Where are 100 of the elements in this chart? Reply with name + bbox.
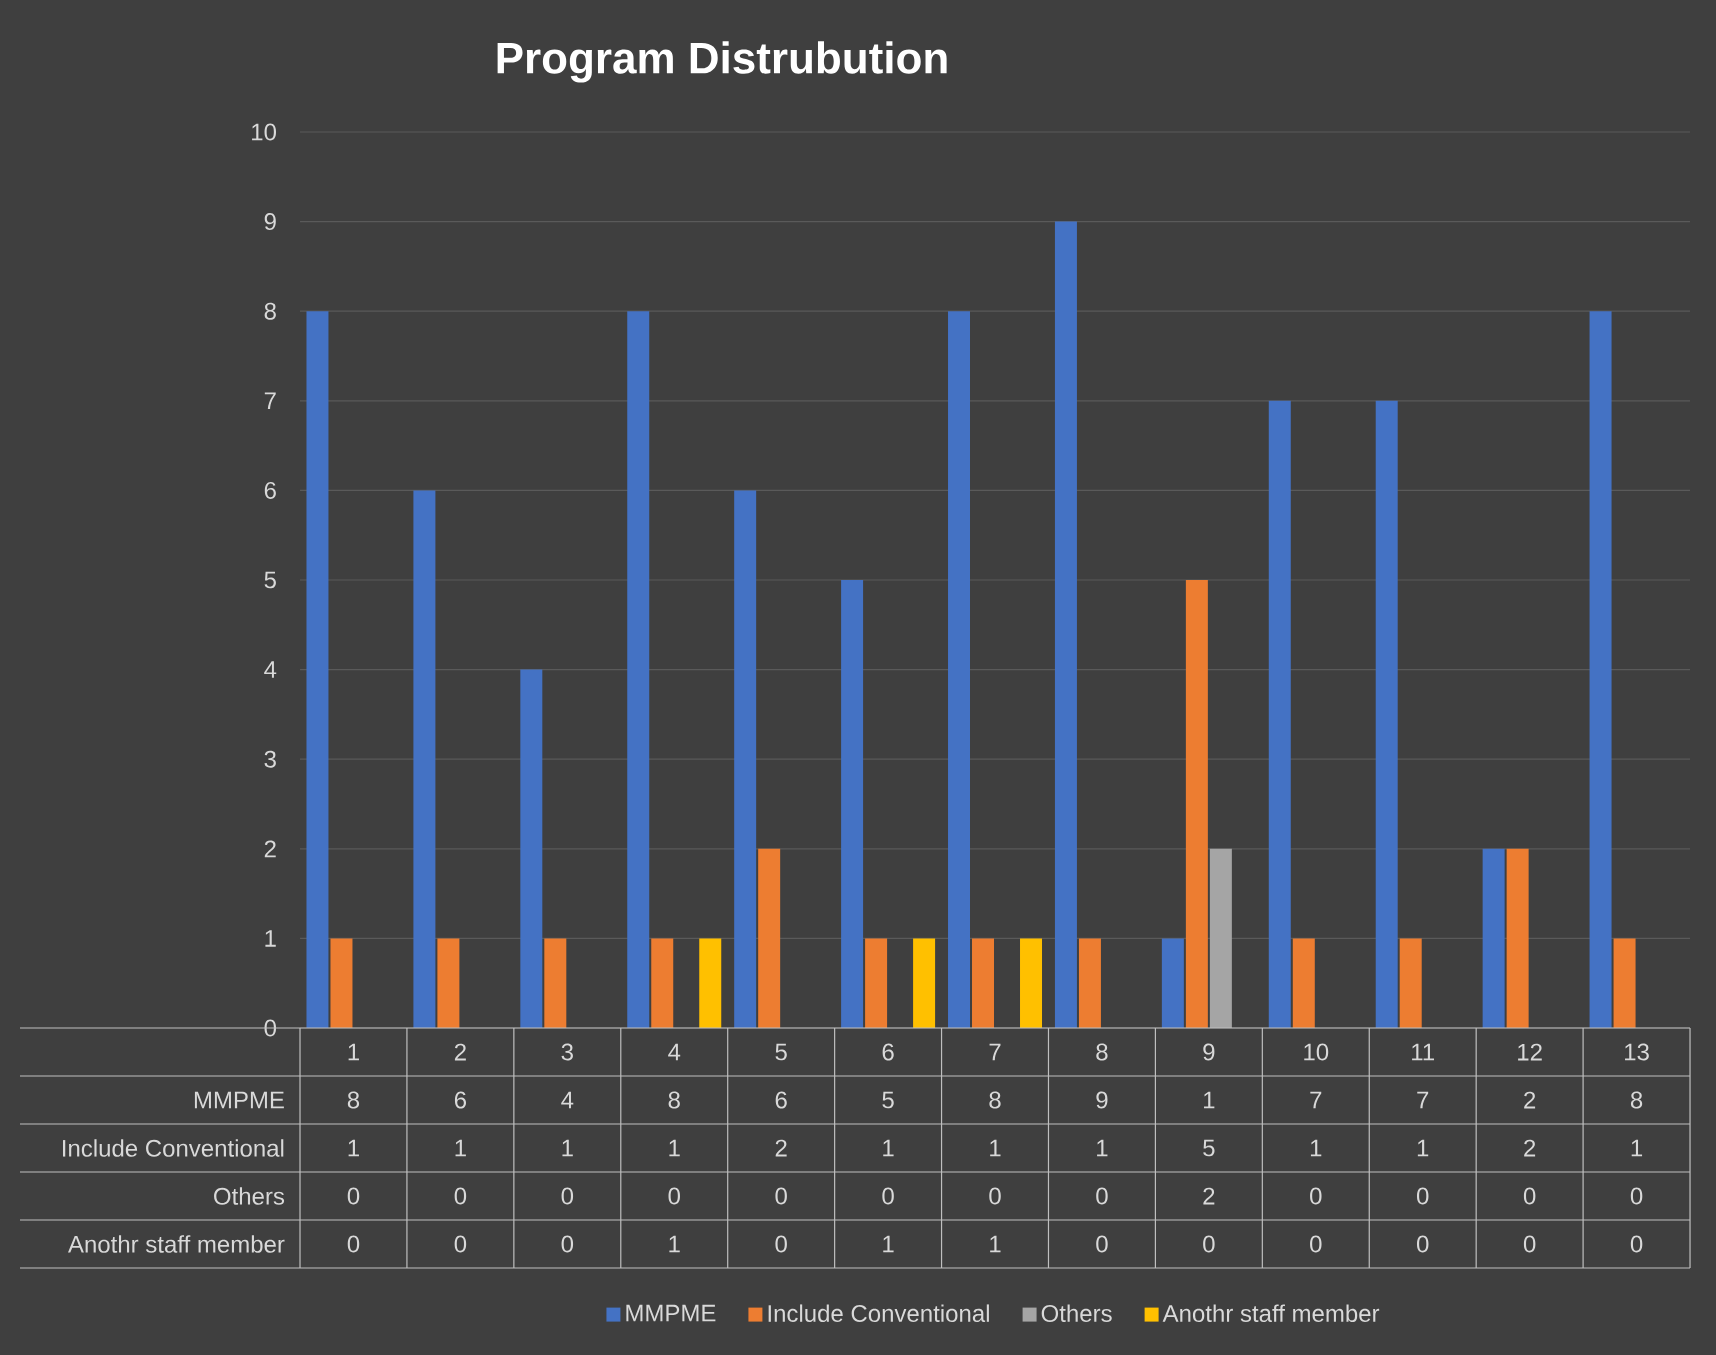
bar (306, 311, 329, 1028)
data-label: 0 (1096, 1235, 1108, 1253)
y-tick-label: 5 (264, 571, 276, 589)
bar (1506, 848, 1529, 1028)
bar (972, 938, 995, 1028)
data-label: 0 (561, 1235, 574, 1253)
bar (437, 938, 460, 1028)
data-label: 1 (1204, 1091, 1215, 1109)
bar (413, 490, 436, 1028)
bar (1209, 848, 1232, 1028)
y-tick-label: 1 (265, 930, 276, 947)
data-label: 8 (668, 1091, 680, 1109)
text: Others (214, 1187, 285, 1205)
data-label: 0 (1630, 1187, 1643, 1205)
x-tick-label: 9 (1203, 1043, 1215, 1061)
data-label: 0 (454, 1235, 467, 1253)
bar (841, 579, 864, 1028)
bar (948, 311, 971, 1028)
y-tick-label: 10 (252, 123, 277, 141)
data-label: 2 (1203, 1187, 1215, 1205)
y-tick-label: 3 (264, 750, 276, 768)
text: MMPME (194, 1091, 284, 1109)
data-label: 0 (1630, 1235, 1643, 1253)
y-tick-label: 8 (264, 302, 276, 320)
bar (1078, 938, 1101, 1028)
data-label: 2 (1524, 1139, 1536, 1157)
data-label: 0 (1310, 1235, 1322, 1253)
bar (699, 938, 722, 1028)
bar (865, 938, 888, 1028)
chart-title: Program Distrubution (497, 41, 947, 83)
bar (1054, 221, 1077, 1028)
x-tick-label: 3 (561, 1043, 573, 1061)
x-tick-label: 5 (775, 1043, 787, 1061)
x-tick-label: 10 (1304, 1043, 1329, 1061)
x-tick-label: 2 (454, 1043, 466, 1061)
data-label: 1 (1631, 1139, 1643, 1157)
bar (544, 938, 567, 1028)
bar (330, 938, 353, 1028)
legend-label: Include Conventional (768, 1304, 989, 1323)
bar (913, 938, 936, 1028)
data-label: 0 (775, 1187, 787, 1205)
y-tick-label: 9 (264, 213, 276, 231)
data-label: 1 (348, 1139, 359, 1157)
bar (520, 669, 543, 1028)
legend-label: Others (1041, 1304, 1112, 1323)
data-label: 0 (561, 1187, 574, 1205)
data-label: 0 (1416, 1187, 1429, 1205)
data-label: 1 (990, 1139, 1001, 1157)
data-label: 0 (882, 1187, 894, 1205)
data-label: 1 (883, 1235, 894, 1253)
y-tick-label: 7 (264, 392, 276, 410)
data-label: 1 (669, 1139, 680, 1157)
data-label: 2 (1524, 1091, 1536, 1109)
bar (1613, 938, 1636, 1028)
data-label: 8 (1630, 1091, 1643, 1109)
legend-label: MMPME (626, 1304, 716, 1322)
bar (627, 311, 650, 1028)
x-tick-label: 13 (1625, 1043, 1649, 1061)
bar (1589, 311, 1612, 1028)
bar (1268, 400, 1291, 1028)
data-label: 0 (1310, 1187, 1322, 1205)
data-label: 5 (1203, 1139, 1215, 1157)
text: Anothr staff member (67, 1235, 285, 1253)
data-label: 2 (775, 1139, 787, 1157)
legend-label: Anothr staff member (1162, 1304, 1380, 1323)
data-label: 6 (775, 1091, 787, 1109)
x-tick-label: 7 (989, 1043, 1001, 1061)
data-label: 1 (562, 1139, 573, 1157)
x-tick-label: 6 (882, 1043, 894, 1061)
bar (1482, 848, 1505, 1028)
data-label: 0 (1096, 1187, 1108, 1205)
bar (734, 490, 757, 1028)
data-label: 1 (1310, 1139, 1322, 1157)
data-label: 0 (1416, 1235, 1429, 1253)
data-label: 0 (454, 1187, 467, 1205)
data-label: 9 (1096, 1091, 1108, 1109)
x-tick-label: 1 (348, 1043, 359, 1061)
data-label: 1 (669, 1235, 680, 1253)
bar (1185, 579, 1208, 1028)
data-label: 0 (989, 1187, 1001, 1205)
data-label: 1 (883, 1139, 894, 1157)
data-label: 1 (1097, 1139, 1108, 1157)
x-tick-label: 11 (1412, 1043, 1434, 1061)
data-label: 7 (1417, 1091, 1429, 1109)
y-tick-label: 0 (264, 1019, 277, 1037)
bar (1375, 400, 1398, 1028)
text: Include Conventional (63, 1139, 284, 1157)
data-label: 0 (1523, 1187, 1536, 1205)
data-label: 8 (989, 1091, 1001, 1109)
x-tick-label: 4 (668, 1043, 681, 1061)
bar (1399, 938, 1422, 1028)
y-tick-label: 6 (264, 481, 276, 499)
data-label: 6 (454, 1091, 467, 1109)
bar (758, 848, 781, 1028)
data-label: 8 (347, 1091, 360, 1109)
bar (651, 938, 674, 1028)
data-label: 0 (1203, 1235, 1215, 1253)
data-label: 0 (1523, 1235, 1536, 1253)
y-tick-label: 4 (264, 661, 277, 678)
data-label: 7 (1310, 1091, 1322, 1109)
